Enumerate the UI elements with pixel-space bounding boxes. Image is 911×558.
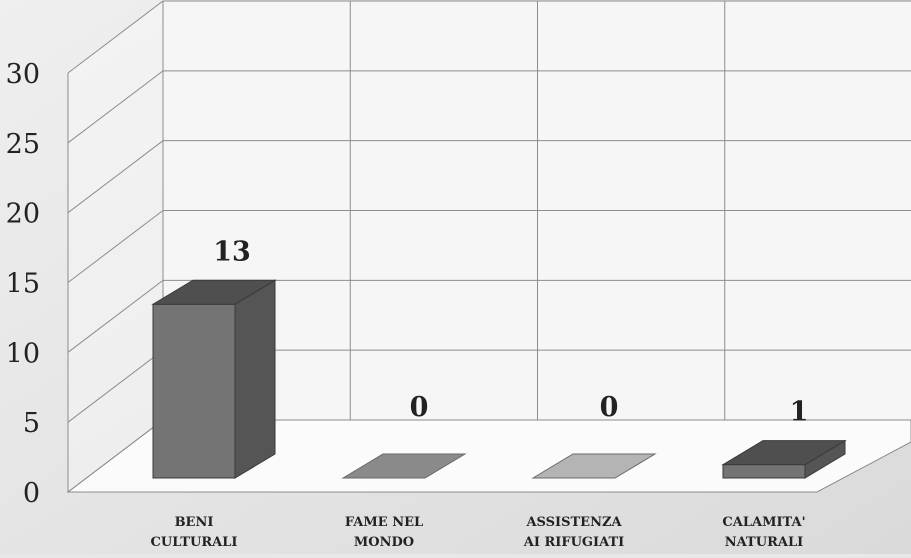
data-label: 0 (600, 392, 619, 423)
x-tick-label: BENI (175, 515, 214, 530)
bar-front (152, 303, 236, 479)
y-tick-label: 25 (6, 129, 40, 160)
bar-top (721, 440, 847, 466)
y-tick-label: 5 (23, 408, 40, 439)
data-label: 1 (790, 397, 809, 428)
data-label: 0 (410, 392, 429, 423)
x-tick-label: NATURALI (725, 535, 803, 550)
y-tick-label: 30 (6, 59, 40, 90)
y-tick-label: 20 (6, 199, 40, 230)
x-tick-label: MONDO (354, 535, 414, 550)
bar-side (234, 279, 276, 479)
y-tick-label: 10 (6, 338, 40, 369)
bar-top (151, 279, 277, 305)
y-tick-label: 0 (23, 478, 40, 509)
data-label: 13 (213, 236, 251, 267)
x-tick-label: ASSISTENZA (525, 515, 622, 530)
y-tick-label: 15 (6, 269, 40, 300)
x-tick-label: FAME NEL (345, 515, 423, 530)
bar-front (722, 464, 806, 479)
x-tick-label: AI RIFUGIATI (523, 535, 624, 550)
bar-flat (341, 453, 467, 479)
x-tick-label: CALAMITA' (722, 515, 805, 530)
x-tick-label: CULTURALI (151, 535, 238, 550)
bar-flat (531, 453, 657, 479)
